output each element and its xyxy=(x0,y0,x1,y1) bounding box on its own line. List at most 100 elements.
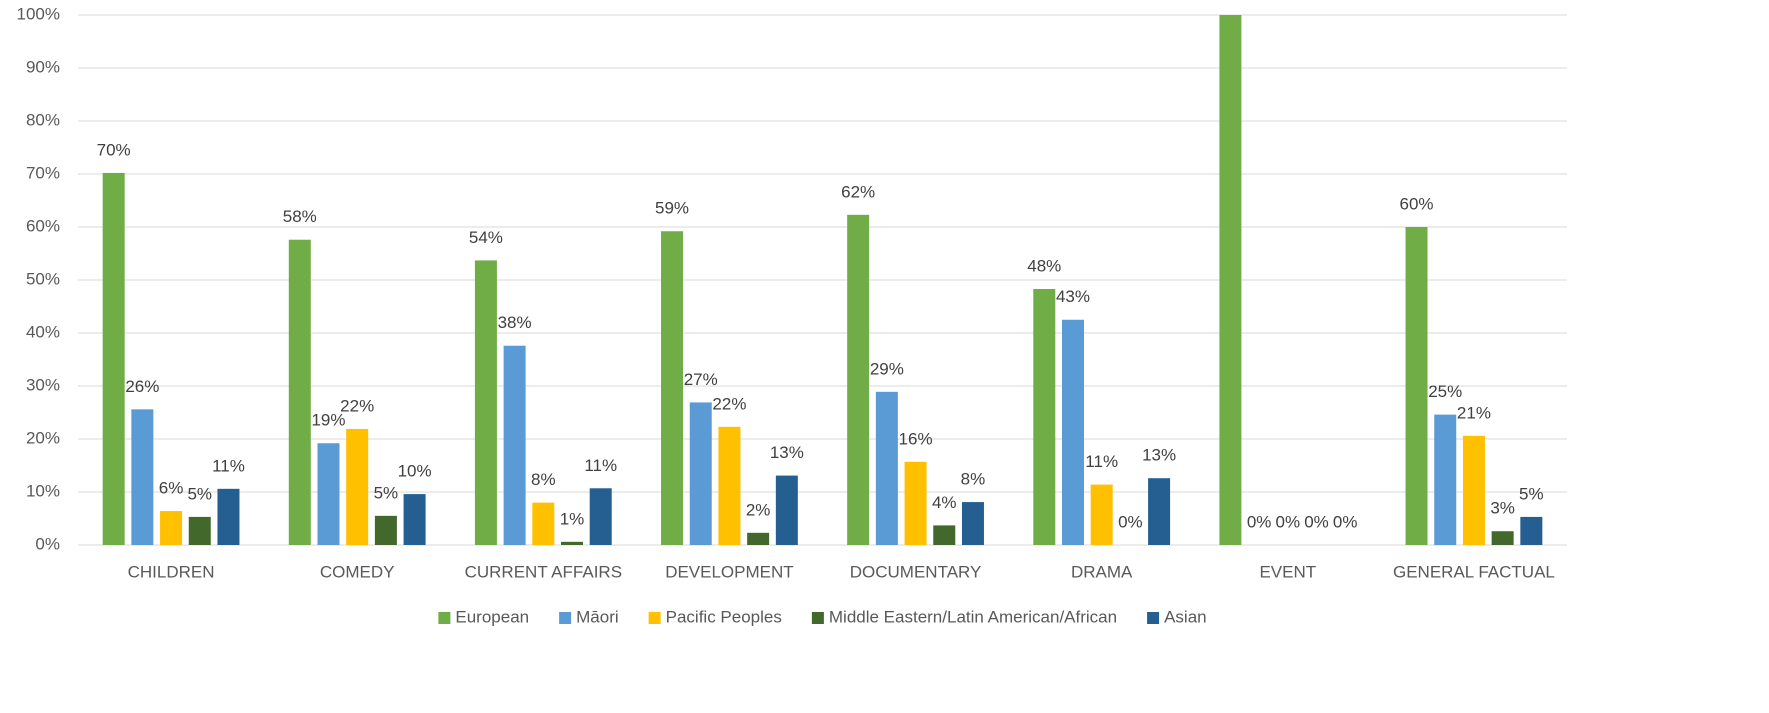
legend-label: Pacific Peoples xyxy=(666,607,782,626)
bar xyxy=(1491,531,1514,545)
data-label: 43% xyxy=(1056,287,1090,306)
data-label: 29% xyxy=(870,359,904,378)
x-tick-label: COMEDY xyxy=(320,562,395,581)
bar xyxy=(288,239,311,545)
data-label: 1% xyxy=(560,509,585,528)
data-label: 13% xyxy=(770,443,804,462)
y-tick-label: 60% xyxy=(26,216,60,235)
data-label: 38% xyxy=(498,313,532,332)
bar xyxy=(131,409,154,545)
data-label: 0% xyxy=(1333,512,1358,531)
bar xyxy=(847,214,870,545)
bar xyxy=(875,391,898,545)
bar xyxy=(689,402,712,545)
y-tick-label: 50% xyxy=(26,269,60,288)
data-label: 0% xyxy=(1118,512,1143,531)
bar xyxy=(661,231,684,546)
data-label: 27% xyxy=(684,370,718,389)
data-label: 11% xyxy=(212,456,245,475)
bar xyxy=(474,260,497,545)
data-label: 4% xyxy=(932,493,957,512)
bar xyxy=(775,475,798,545)
bar xyxy=(160,511,183,545)
data-label: 3% xyxy=(1490,499,1515,518)
legend-label: Middle Eastern/Latin American/African xyxy=(829,607,1117,626)
bar xyxy=(403,494,426,545)
data-label: 26% xyxy=(125,377,159,396)
bar xyxy=(346,428,369,545)
data-label: 5% xyxy=(374,483,399,502)
y-tick-label: 30% xyxy=(26,375,60,394)
data-label: 8% xyxy=(961,470,986,489)
bar xyxy=(532,502,555,545)
bar xyxy=(188,516,211,545)
data-label: 8% xyxy=(531,470,556,489)
data-label: 10% xyxy=(398,462,432,481)
bar xyxy=(1219,15,1242,545)
data-label: 16% xyxy=(899,429,933,448)
data-label: 6% xyxy=(159,479,184,498)
data-label: 5% xyxy=(1519,484,1544,503)
bar xyxy=(1061,319,1084,545)
legend-label: Asian xyxy=(1164,607,1207,626)
bar xyxy=(1148,478,1171,545)
legend-swatch xyxy=(438,612,451,624)
bar xyxy=(933,525,956,545)
y-tick-label: 80% xyxy=(26,110,60,129)
x-tick-label: CURRENT AFFAIRS xyxy=(465,562,622,581)
bar xyxy=(1434,414,1457,545)
bar xyxy=(1090,484,1113,545)
x-tick-label: DRAMA xyxy=(1071,562,1133,581)
bar xyxy=(1033,289,1056,545)
y-tick-label: 0% xyxy=(35,534,60,553)
data-label: 48% xyxy=(1027,256,1061,275)
x-tick-label: GENERAL FACTUAL xyxy=(1393,562,1555,581)
x-tick-label: EVENT xyxy=(1259,562,1316,581)
bar xyxy=(589,488,612,545)
y-tick-label: 40% xyxy=(26,322,60,341)
y-tick-label: 100% xyxy=(17,4,60,23)
bar xyxy=(1520,516,1543,545)
data-label: 58% xyxy=(283,207,317,226)
bar xyxy=(1405,227,1428,545)
legend-label: Māori xyxy=(576,607,619,626)
legend-swatch xyxy=(559,612,572,624)
y-tick-label: 70% xyxy=(26,163,60,182)
bar xyxy=(904,461,927,545)
y-tick-label: 10% xyxy=(26,481,60,500)
legend-label: European xyxy=(455,607,529,626)
data-label: 0% xyxy=(1276,512,1301,531)
bar xyxy=(561,541,584,545)
data-label: 25% xyxy=(1428,382,1462,401)
bar xyxy=(961,502,984,545)
data-label: 19% xyxy=(311,411,345,430)
data-label: 0% xyxy=(1247,512,1272,531)
y-tick-label: 20% xyxy=(26,428,60,447)
y-tick-label: 90% xyxy=(26,57,60,76)
x-tick-label: DOCUMENTARY xyxy=(850,562,982,581)
bar xyxy=(317,443,340,545)
data-label: 70% xyxy=(97,140,131,159)
x-tick-label: DEVELOPMENT xyxy=(665,562,793,581)
data-label: 13% xyxy=(1142,446,1176,465)
data-label: 2% xyxy=(746,500,771,519)
legend-swatch xyxy=(811,612,824,624)
data-label: 22% xyxy=(712,394,746,413)
bar xyxy=(1462,435,1485,545)
legend-swatch xyxy=(1147,612,1160,624)
data-label: 11% xyxy=(1085,452,1118,471)
bar xyxy=(217,488,240,545)
data-label: 59% xyxy=(655,199,689,218)
data-label: 60% xyxy=(1400,194,1434,213)
bar xyxy=(503,345,526,545)
bar xyxy=(718,426,741,545)
data-label: 11% xyxy=(584,456,617,475)
data-label: 22% xyxy=(340,396,374,415)
data-label: 5% xyxy=(187,484,212,503)
data-label: 21% xyxy=(1457,403,1491,422)
bar xyxy=(102,172,125,545)
data-label: 0% xyxy=(1304,512,1329,531)
legend-swatch xyxy=(648,612,661,624)
